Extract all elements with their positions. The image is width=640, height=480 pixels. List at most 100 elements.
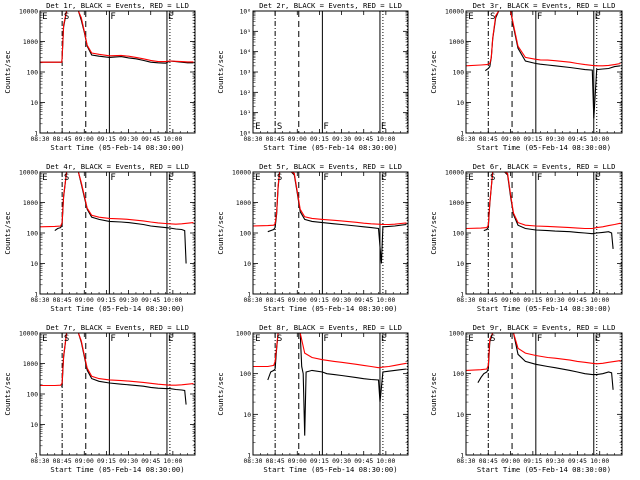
x-tick-label: 10:00	[376, 458, 395, 465]
x-tick-label: 09:15	[97, 297, 116, 304]
panel-title: Det 5r, BLACK = Events, RED = LLD	[259, 162, 402, 171]
phase-marker: E	[381, 173, 386, 183]
series-group	[253, 333, 407, 436]
phase-marker: S	[64, 173, 69, 183]
panel-title: Det 2r, BLACK = Events, RED = LLD	[259, 1, 402, 10]
panel-4: Det 4r, BLACK = Events, RED = LLD Counts/…	[3, 162, 196, 313]
phase-marker: E	[468, 334, 473, 344]
y-tick-label: 1	[34, 292, 38, 299]
x-tick-label: 09:15	[310, 297, 329, 304]
y-tick-label: 10000	[19, 9, 38, 16]
plot-frame	[39, 332, 196, 456]
series-group	[253, 172, 407, 264]
phase-marker: E	[168, 334, 173, 344]
x-tick-label: 09:00	[288, 458, 307, 465]
series-line-events	[61, 333, 187, 405]
x-tick-label: 10:00	[590, 297, 609, 304]
y-tick-label: 10000	[445, 9, 464, 16]
y-tick-label: 1000	[23, 361, 38, 368]
phase-marker: F	[110, 12, 115, 22]
y-tick-label: 10⁴	[240, 49, 251, 56]
x-tick-label: 09:45	[141, 458, 160, 465]
series-line-lld	[466, 11, 621, 67]
x-tick-label: 08:45	[266, 458, 285, 465]
series-group	[40, 11, 194, 64]
y-tick-label: 1	[460, 453, 464, 460]
phase-marker: F	[537, 334, 542, 344]
series-line-events	[483, 172, 614, 249]
x-axis-label: Start Time (05-Feb-14 08:30:00)	[477, 465, 611, 474]
x-tick-label: 09:45	[354, 458, 373, 465]
series-line-events	[54, 172, 187, 264]
phase-marker: S	[490, 334, 495, 344]
y-tick-label: 10¹	[240, 110, 251, 117]
y-axis-label: Counts/sec	[216, 211, 225, 254]
y-tick-label: 1000	[23, 39, 38, 46]
y-tick-label: 10	[456, 412, 464, 419]
plot-frame	[252, 171, 409, 295]
y-tick-label: 10	[243, 261, 251, 268]
panel-9: Det 9r, BLACK = Events, RED = LLD Counts/…	[429, 323, 623, 474]
y-axis-label: Counts/sec	[3, 372, 12, 415]
x-tick-label: 09:30	[546, 136, 565, 143]
x-tick-label: 09:30	[332, 458, 351, 465]
x-tick-label: 09:15	[310, 136, 329, 143]
x-tick-label: 09:45	[354, 136, 373, 143]
x-tick-label: 09:45	[568, 458, 587, 465]
x-tick-label: 09:15	[310, 458, 329, 465]
phase-marker: E	[42, 173, 47, 183]
x-tick-label: 08:45	[53, 297, 72, 304]
y-tick-label: 100	[453, 70, 465, 77]
panel-1: Det 1r, BLACK = Events, RED = LLD Counts/…	[3, 1, 196, 152]
series-group	[466, 333, 621, 390]
y-tick-label: 10000	[232, 170, 251, 177]
phase-marker: S	[64, 12, 69, 22]
x-tick-label: 09:30	[119, 458, 138, 465]
x-axis-label: Start Time (05-Feb-14 08:30:00)	[263, 465, 397, 474]
x-tick-label: 08:45	[266, 136, 285, 143]
y-tick-label: 100	[27, 231, 39, 238]
y-tick-label: 100	[453, 231, 465, 238]
x-tick-label: 08:45	[53, 136, 72, 143]
plot-frame	[252, 332, 409, 456]
plot-frame	[465, 332, 623, 456]
panel-2: Det 2r, BLACK = Events, RED = LLD Counts/…	[216, 1, 409, 152]
x-tick-label: 08:30	[244, 136, 263, 143]
phase-marker: E	[168, 12, 173, 22]
series-group	[40, 172, 194, 264]
x-tick-label: 09:45	[141, 136, 160, 143]
x-tick-label: 09:15	[523, 136, 542, 143]
y-tick-label: 1000	[236, 331, 251, 338]
x-tick-label: 10:00	[376, 136, 395, 143]
phase-marker: F	[110, 173, 115, 183]
x-tick-label: 09:45	[354, 297, 373, 304]
panel-7: Det 7r, BLACK = Events, RED = LLD Counts/…	[3, 323, 196, 474]
phase-marker: E	[595, 173, 600, 183]
x-tick-label: 10:00	[376, 297, 395, 304]
y-tick-label: 100	[240, 371, 252, 378]
series-line-lld	[466, 333, 621, 371]
x-tick-label: 08:45	[479, 458, 498, 465]
y-tick-label: 1	[34, 131, 38, 138]
x-tick-label: 09:45	[568, 297, 587, 304]
phase-marker: F	[537, 12, 542, 22]
phase-marker: F	[110, 334, 115, 344]
series-group	[466, 172, 621, 249]
series-group	[40, 333, 194, 405]
series-line-events	[267, 333, 407, 436]
y-tick-label: 10⁶	[240, 9, 251, 16]
y-tick-label: 1000	[236, 200, 251, 207]
x-tick-label: 08:45	[479, 136, 498, 143]
x-tick-label: 08:30	[244, 458, 263, 465]
phase-marker: F	[537, 173, 542, 183]
x-tick-label: 08:30	[31, 458, 50, 465]
y-tick-label: 1000	[449, 200, 464, 207]
phase-marker: E	[595, 334, 600, 344]
x-tick-label: 08:30	[457, 297, 476, 304]
phase-marker: E	[168, 173, 173, 183]
series-line-events	[267, 172, 407, 264]
plot-frame	[252, 10, 409, 134]
x-tick-label: 08:30	[31, 136, 50, 143]
x-tick-label: 08:45	[479, 297, 498, 304]
